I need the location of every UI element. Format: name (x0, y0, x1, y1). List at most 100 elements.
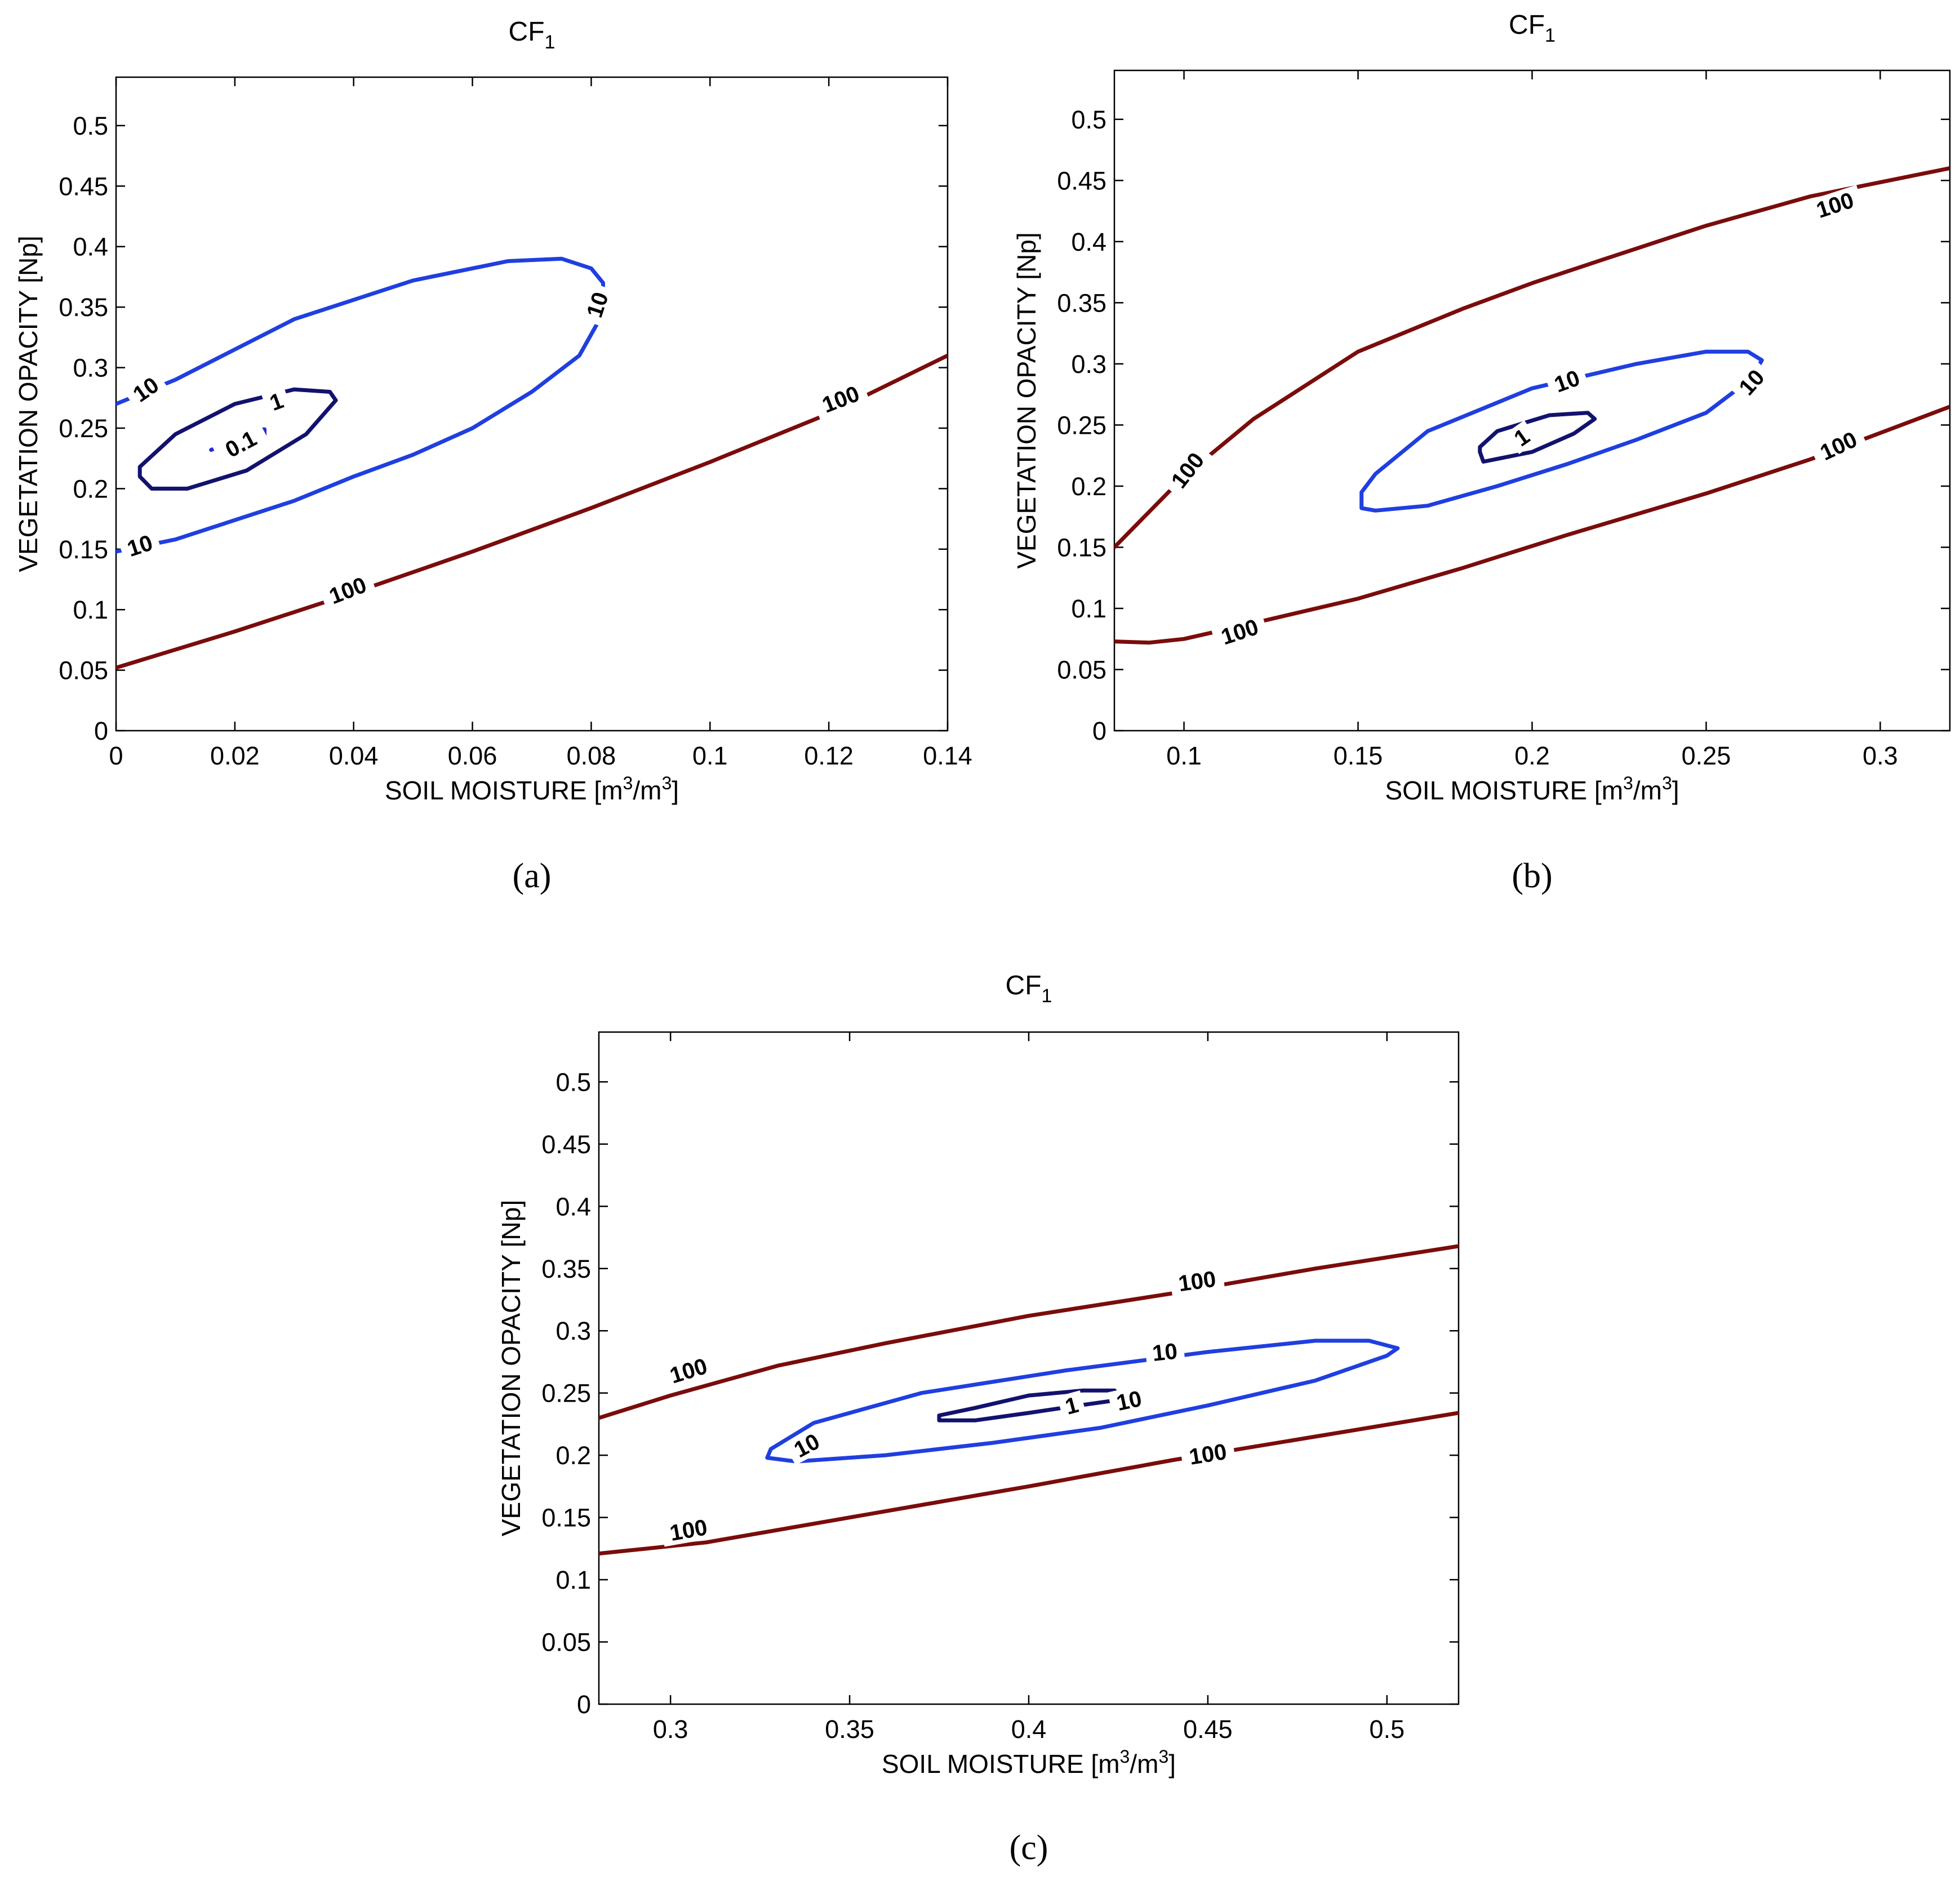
y-tick-label: 0.15 (59, 535, 108, 564)
x-axis-label-part: ] (1672, 776, 1679, 805)
chart-title: CF1 (1006, 971, 1052, 1007)
contour-label-background (1809, 423, 1868, 469)
contour-line-1 (137, 387, 338, 491)
x-axis-label-part: ] (672, 776, 679, 805)
contour-label-background (1180, 1437, 1236, 1470)
y-tick-label: 0.2 (1071, 472, 1106, 501)
x-tick-label: 0.5 (1370, 1715, 1405, 1744)
contour-label: 1 (1057, 1390, 1087, 1421)
contour-label: 10 (579, 282, 615, 327)
plot-area-frame (598, 1031, 1460, 1705)
contour-label-background (1505, 420, 1539, 455)
y-tick-label: 0.05 (59, 656, 108, 685)
x-tick-label: 0.1 (692, 741, 728, 770)
y-tick-label: 0.3 (73, 354, 108, 383)
x-axis-label-part: 3 (1158, 1746, 1168, 1767)
x-axis-label-part: 3 (1120, 1746, 1130, 1767)
x-tick-label: 0.08 (567, 741, 616, 770)
y-tick-label: 0.25 (59, 414, 108, 443)
panel-caption: (c) (1010, 1829, 1048, 1867)
x-tick-label: 0.3 (653, 1715, 688, 1744)
contour-label-background (211, 420, 270, 468)
y-axis-label: VEGETATION OPACITY [Np] (1012, 232, 1041, 568)
y-tick-label: 0.3 (1071, 350, 1106, 379)
x-tick-label: 0 (109, 741, 123, 770)
y-tick-label: 0.35 (59, 293, 108, 322)
y-tick-label: 0.4 (1071, 228, 1106, 256)
contour-label: 10 (1108, 1384, 1150, 1417)
x-tick-label: 0.45 (1183, 1715, 1233, 1744)
contour-label-background (118, 527, 162, 563)
contour-lines (1114, 166, 1950, 645)
y-tick-label: 0.5 (1071, 105, 1106, 134)
y-tick-label: 0.45 (1057, 166, 1106, 195)
contour-label-background (659, 1351, 718, 1390)
y-tick-label: 0.05 (1057, 655, 1106, 684)
contour-label-background (261, 385, 292, 417)
y-tick-label: 0 (1092, 717, 1106, 745)
contour-label-background (579, 282, 615, 327)
contour-label: 100 (660, 1513, 717, 1547)
contour-label-background (1169, 1265, 1225, 1297)
contour-label-background (1057, 1390, 1087, 1421)
chart-title-main: CF (1006, 971, 1042, 1001)
y-tick-label: 0.15 (1057, 533, 1106, 562)
x-tick-label: 0.04 (329, 741, 379, 770)
contour-label-background (1729, 359, 1774, 405)
x-tick-label: 0.4 (1011, 1715, 1047, 1744)
y-axis-label: VEGETATION OPACITY [Np] (496, 1200, 526, 1536)
panel-caption: (b) (1512, 857, 1552, 895)
y-tick-label: 0.1 (73, 595, 108, 624)
y-tick-label: 0.05 (541, 1628, 591, 1657)
contour-label: 100 (1180, 1437, 1236, 1470)
contour-lines (116, 256, 948, 670)
panel-c: 0.3 0.35 0.4 0.45 0.5 0 0.05 0.1 0.15 0.2 0.25 0.3 0… (496, 971, 1460, 1867)
contour-line-10 (765, 1339, 1400, 1464)
contour-label-background (1108, 1384, 1150, 1417)
y-tick-label: 0.2 (73, 474, 108, 503)
y-tick-label: 0.3 (555, 1317, 591, 1345)
x-tick-label: 0.06 (448, 741, 497, 770)
chart-title-main: CF (509, 17, 545, 47)
panel-a: 0 0.02 0.04 0.06 0.08 0.1 0.12 0.14 0 0.05 0.1 0.15… (14, 17, 972, 895)
contour-label-text: 100 (667, 1354, 710, 1389)
x-axis-label-part: 3 (1623, 773, 1633, 793)
panel-b: 0.1 0.15 0.2 0.25 0.3 0 0.05 0.1 0.15 0.2 0.25 0.3 0… (1012, 10, 1951, 895)
contour-label: 100 (318, 569, 377, 612)
y-tick-label: 0.2 (555, 1441, 591, 1470)
y-tick-label: 0.4 (73, 233, 108, 261)
y-tick-label: 0.45 (59, 172, 108, 201)
contour-label: 1 (1505, 420, 1539, 455)
contour-label-background (784, 1425, 830, 1465)
contour-label-background (1161, 442, 1214, 499)
y-tick-label: 0.45 (541, 1130, 591, 1159)
contour-label: 10 (1729, 359, 1774, 405)
y-tick-label: 0.25 (541, 1379, 591, 1408)
panel-caption: (a) (513, 857, 552, 895)
x-axis-label-part: /m (633, 776, 661, 805)
y-tick-label: 0.5 (73, 112, 108, 140)
chart-title-main: CF (1509, 10, 1545, 40)
contour-lines (599, 1244, 1459, 1556)
contour-label: 10 (1544, 362, 1589, 399)
contour-label-text: 10 (1114, 1386, 1144, 1416)
x-axis-label-part: SOIL MOISTURE [m (882, 1749, 1120, 1779)
x-tick-label: 0.2 (1514, 741, 1550, 770)
contour-line-1 (937, 1388, 1117, 1422)
x-axis-label-part: /m (1633, 776, 1662, 805)
contour-label: 10 (1144, 1337, 1185, 1367)
x-tick-label: 0.12 (804, 741, 854, 770)
chart-title-subscript: 1 (545, 32, 555, 53)
y-tick-label: 0.1 (555, 1566, 591, 1594)
contour-line-10 (1359, 349, 1764, 513)
contour-label: 100 (811, 378, 870, 420)
contour-label-text: 100 (1218, 615, 1261, 650)
y-tick-label: 0.4 (555, 1192, 591, 1221)
contour-label-background (123, 368, 169, 411)
y-tick-label: 0.35 (1057, 288, 1106, 317)
chart-title: CF1 (509, 17, 555, 53)
y-tick-label: 0 (577, 1690, 591, 1719)
contour-label: 100 (1809, 423, 1868, 469)
x-axis-label-part: ] (1168, 1749, 1176, 1779)
